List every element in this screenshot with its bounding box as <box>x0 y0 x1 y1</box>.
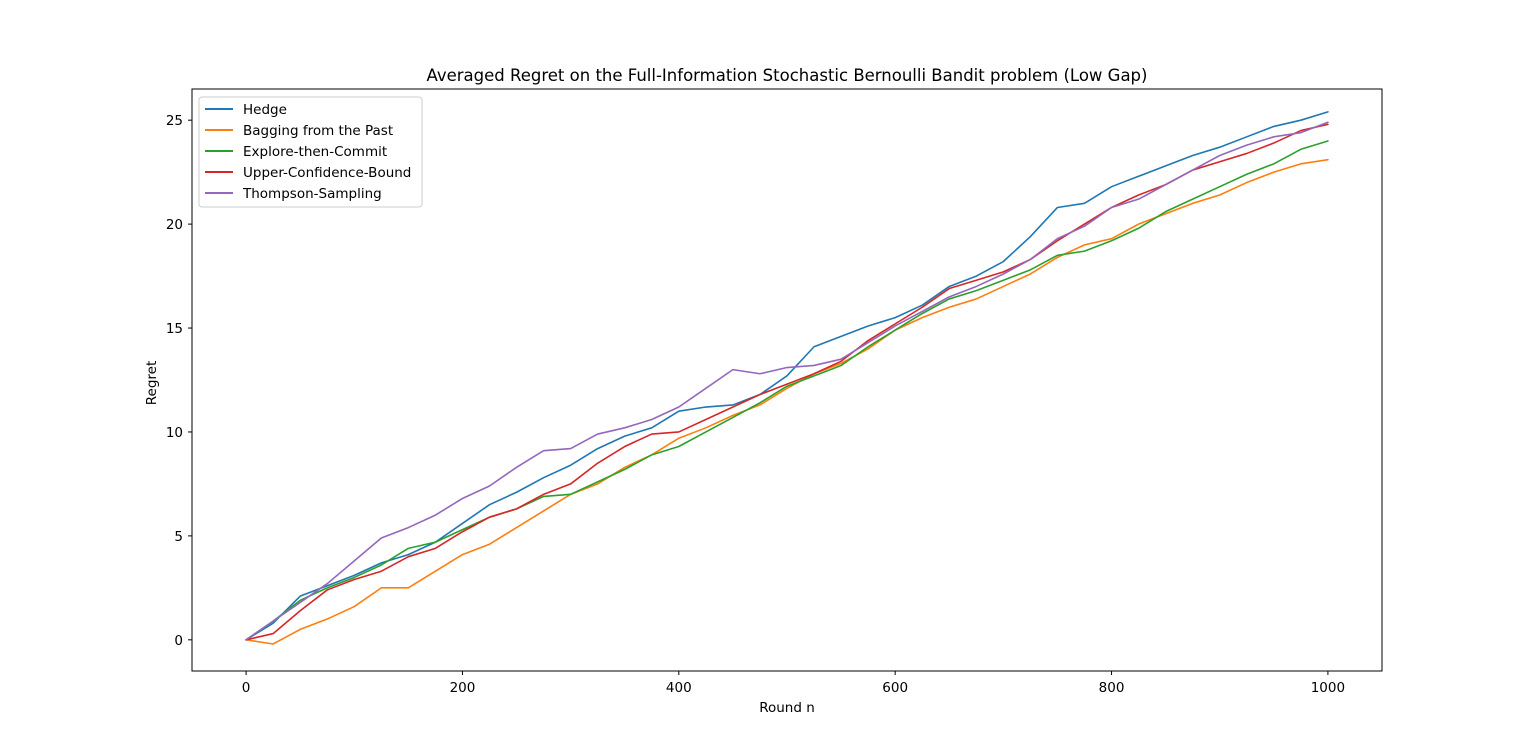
legend-label: Hedge <box>243 102 287 118</box>
series-line-explore-then-commit <box>245 140 1329 641</box>
legend-label: Upper-Confidence-Bound <box>243 165 411 181</box>
y-axis-label: Regret <box>144 361 160 406</box>
y-tick-label: 5 <box>174 529 183 545</box>
x-tick-label: 600 <box>882 680 908 696</box>
x-tick-label: 0 <box>242 680 251 696</box>
y-tick-label: 10 <box>166 425 183 441</box>
plot-frame <box>191 88 1383 672</box>
series-line-thompson-sampling <box>245 121 1329 641</box>
series-lines <box>245 111 1329 645</box>
x-tick-label: 400 <box>666 680 692 696</box>
legend-box <box>198 96 423 208</box>
legend-entries: Hedge Bagging from the Past Explore-then-C… <box>205 102 411 202</box>
legend-label: Explore-then-Commit <box>243 144 387 160</box>
x-axis-label: Round n <box>759 700 815 716</box>
x-axis-ticks: 0 200 400 600 800 1000 <box>242 671 1345 696</box>
y-tick-label: 20 <box>166 217 183 233</box>
y-tick-label: 0 <box>174 633 183 649</box>
x-tick-label: 800 <box>1099 680 1125 696</box>
legend-label: Thompson-Sampling <box>242 186 382 202</box>
series-line-upper-confidence-bound <box>245 123 1329 641</box>
chart-title: Averaged Regret on the Full-Information … <box>427 66 1148 85</box>
series-line-bagging-from-the-past <box>245 158 1329 645</box>
y-tick-label: 25 <box>166 113 183 129</box>
x-tick-label: 200 <box>450 680 476 696</box>
y-axis-ticks: 0 5 10 15 20 25 <box>166 113 192 649</box>
series-line-hedge <box>245 111 1329 641</box>
legend: Hedge Bagging from the Past Explore-then-C… <box>198 96 423 208</box>
y-tick-label: 15 <box>166 321 183 337</box>
x-tick-label: 1000 <box>1311 680 1345 696</box>
legend-label: Bagging from the Past <box>243 123 393 139</box>
plot-area <box>245 111 1329 645</box>
